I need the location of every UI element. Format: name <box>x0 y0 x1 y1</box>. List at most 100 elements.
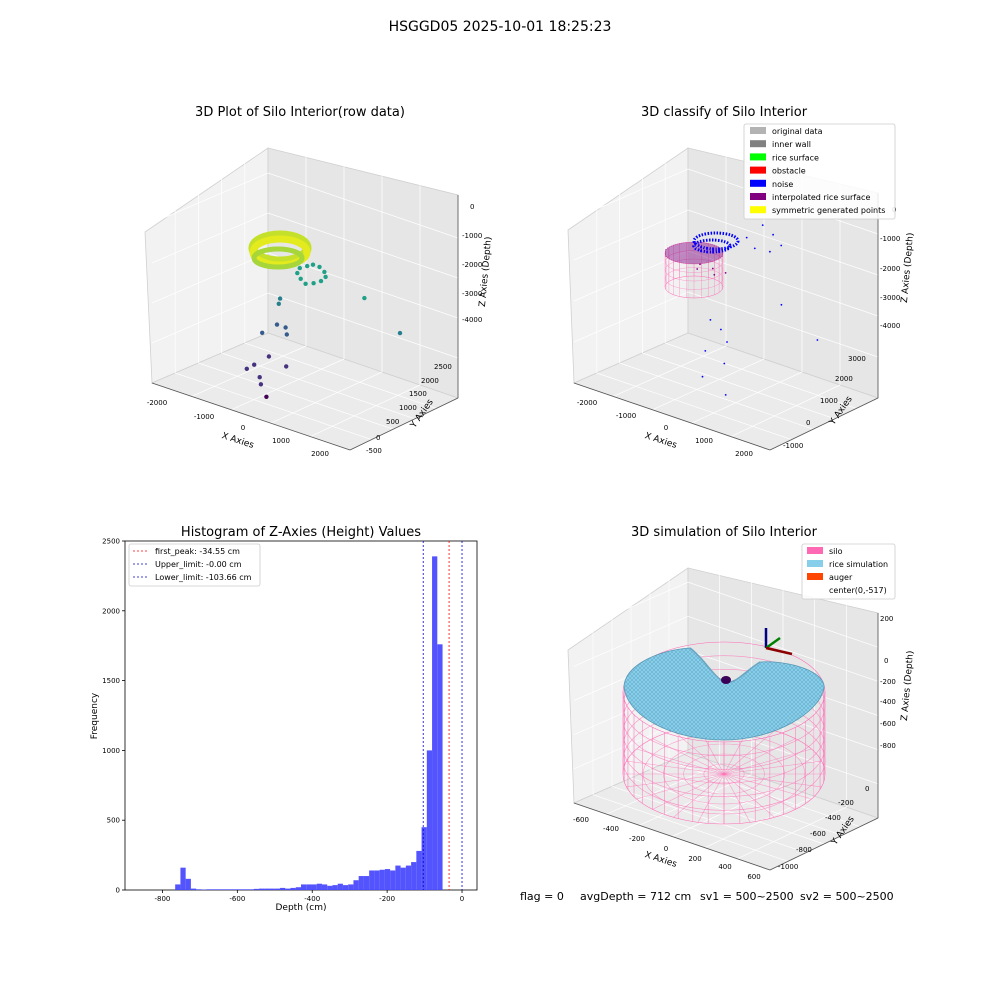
histogram-bar <box>217 889 223 890</box>
classify-x-axis-line <box>573 382 771 451</box>
raw-y-tick-2: 0 <box>376 434 380 442</box>
simulation-rice-surface <box>623 647 825 741</box>
simulation-z-tick-6: -800 <box>880 742 896 750</box>
noise-point <box>780 244 783 247</box>
raw-data-point <box>284 364 289 369</box>
classify-x-tick-4: 1000 <box>695 437 713 445</box>
histogram-bar <box>342 885 349 890</box>
y-tick-label: 2500 <box>102 538 120 546</box>
simulation-3d-plot: 3D simulation of Silo Interior -600 -400… <box>567 525 916 881</box>
histogram-bar <box>180 867 186 890</box>
simulation-x-axis-line <box>573 802 771 871</box>
raw-z-tick-2: -1000 <box>462 232 482 240</box>
status-footer: flag = 0 avgDepth = 712 cm sv1 = 500~250… <box>520 890 894 903</box>
classify-legend: original data inner wall rice surface obsta… <box>743 123 896 220</box>
histogram-bar <box>379 869 385 890</box>
silo-floor-spoke <box>723 773 822 788</box>
histogram-bar <box>358 876 364 890</box>
legend-label: interpolated rice surface <box>772 193 870 202</box>
histogram-legend: first_peak: -34.55 cm Upper_limit: -0.00 … <box>128 543 261 587</box>
raw-data-point <box>318 278 324 284</box>
histogram-bar <box>311 884 317 890</box>
raw-data-point <box>260 330 265 335</box>
grid-line <box>191 345 307 397</box>
interpolated-surface-point <box>696 268 699 270</box>
histogram-plot: Histogram of Z-Axies (Height) Values -80… <box>90 525 478 913</box>
raw-x-axis-label: X Axies <box>220 431 255 451</box>
silo-floor-spoke <box>723 773 812 800</box>
classify-x-tick-1: -2000 <box>577 399 597 407</box>
grid-line <box>151 292 459 359</box>
legend-swatch <box>750 206 766 214</box>
classify-y-axis-line <box>769 397 879 451</box>
classify-x-axis-label: X Axies <box>643 431 678 451</box>
histogram-bar <box>285 888 291 890</box>
silo-floor-spoke <box>723 773 796 810</box>
histogram-title: Histogram of Z-Axies (Height) Values <box>181 525 421 540</box>
x-tick-label: -800 <box>155 895 171 903</box>
histogram-bar <box>400 867 406 890</box>
silo-floor-spoke <box>723 730 775 775</box>
simulation-x-tick-7: 600 <box>747 873 760 881</box>
silo-floor-spoke <box>673 730 725 775</box>
raw-data-point <box>244 366 249 371</box>
silo-floor-ring <box>683 753 765 795</box>
simulation-plot-title: 3D simulation of Silo Interior <box>631 525 818 540</box>
interpolated-surface-point <box>724 272 727 274</box>
histogram-bar <box>295 887 301 890</box>
histogram-bar <box>269 888 275 890</box>
grid-line <box>665 342 857 409</box>
raw-x-tick-2: -1000 <box>194 413 214 421</box>
raw-data-point <box>397 330 403 336</box>
silo-floor-ring <box>663 743 785 805</box>
raw-y-tick-1: -500 <box>366 447 382 455</box>
legend-label: first_peak: -34.55 cm <box>155 547 240 556</box>
noise-point <box>745 236 748 239</box>
grid-line <box>270 371 383 424</box>
raw-z-tick-3: -2000 <box>462 261 482 269</box>
grid-line <box>310 384 421 437</box>
legend-label: noise <box>772 180 793 189</box>
silo-floor-spoke <box>652 773 725 810</box>
raw-3d-axes <box>144 143 460 451</box>
histogram-bar <box>290 887 296 890</box>
histogram-bar <box>238 889 244 890</box>
silo-floor-spoke <box>723 773 775 818</box>
legend-swatch <box>750 193 766 200</box>
silo-floor-spoke <box>626 760 725 775</box>
simulation-z-tick-5: -600 <box>880 720 896 728</box>
noise-point <box>701 375 704 378</box>
grid-line <box>151 252 459 319</box>
raw-x-axis-line <box>151 382 351 451</box>
triad-x-icon <box>765 646 793 656</box>
simulation-y-tick-3: -600 <box>810 830 826 838</box>
raw-y-tick-4: 1000 <box>399 404 417 412</box>
histogram-bar <box>196 889 202 890</box>
raw-x-tick-4: 1000 <box>272 437 290 445</box>
x-tick-label: -600 <box>229 895 245 903</box>
raw-data-point <box>283 325 288 330</box>
histogram-bar <box>332 885 338 890</box>
classify-x-tick-3: 0 <box>664 424 668 432</box>
noise-point <box>753 247 756 250</box>
simulation-z-tick-3: -200 <box>880 678 896 686</box>
raw-z-tick-1: 0 <box>470 203 474 211</box>
simulation-x-tick-2: -400 <box>603 825 619 833</box>
histogram-bar <box>353 880 359 890</box>
histogram-bar <box>432 556 438 890</box>
histogram-bar <box>243 889 249 890</box>
raw-x-tick-1: -2000 <box>147 399 167 407</box>
raw-3d-plot: 3D Plot of Silo Interior(row data) -2000… <box>144 105 494 458</box>
raw-data-point <box>274 322 280 327</box>
simulation-auger-marker <box>721 676 731 684</box>
histogram-bar <box>426 750 433 890</box>
raw-data-point <box>303 281 308 286</box>
histogram-bar <box>384 869 391 890</box>
raw-data-point <box>276 301 281 306</box>
classify-z-tick-3: -2000 <box>880 265 900 273</box>
raw-y-tick-6: 2000 <box>421 377 439 385</box>
histogram-bar <box>411 862 417 890</box>
simulation-x-tick-5: 200 <box>688 855 701 863</box>
grid-line <box>175 372 372 440</box>
legend-label: auger <box>829 573 853 582</box>
